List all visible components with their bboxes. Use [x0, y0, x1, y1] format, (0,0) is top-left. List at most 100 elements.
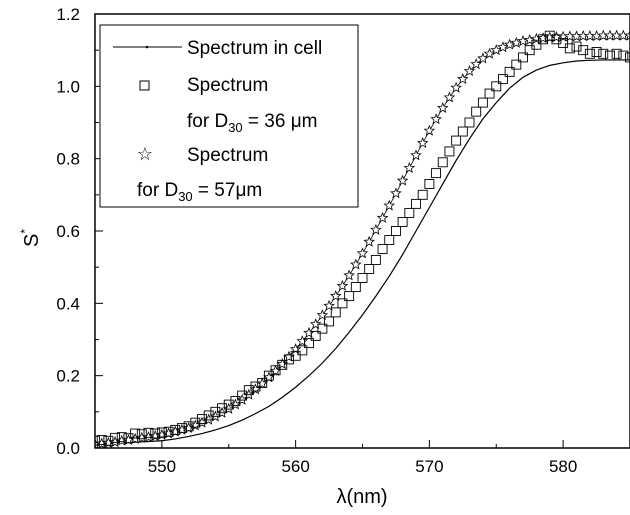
series-d30-36-point — [230, 396, 241, 406]
y-axis-label: S — [21, 234, 43, 247]
series-d30-57-point — [182, 422, 195, 434]
series-d30-36-point — [357, 273, 368, 283]
series-d30-36-point — [163, 426, 174, 437]
series-d30-36-point — [170, 424, 181, 435]
series-d30-57-point — [470, 58, 482, 70]
legend-square-icon — [139, 80, 150, 91]
series-d30-36-point — [103, 435, 114, 446]
series-d30-36-point — [477, 97, 488, 108]
series-d30-57-point — [490, 44, 503, 56]
series-d30-36-point — [511, 59, 522, 70]
series-d30-36-point — [337, 298, 348, 309]
series-d30-36-point — [183, 421, 194, 432]
series-d30-36-point — [584, 48, 595, 59]
legend-item-3-label: Spectrum — [187, 145, 268, 166]
series-d30-57-point — [410, 149, 422, 161]
series-d30-57-point — [149, 429, 161, 441]
series-d30-57-point — [430, 113, 442, 125]
y-tick-label: 0.0 — [56, 439, 80, 458]
y-tick-label: 0.2 — [56, 367, 80, 386]
series-d30-36-point — [551, 34, 562, 45]
y-tick-label: 0.4 — [56, 294, 80, 313]
series-d30-36-point — [404, 207, 415, 218]
series-d30-36-point — [210, 406, 221, 417]
series-d30-36-point — [176, 423, 187, 434]
series-d30-57-point — [350, 258, 362, 270]
series-d30-36-point — [257, 377, 268, 388]
legend-item-1-label: Spectrum in cell — [187, 38, 322, 59]
legend-item-2-sublabel: for D30 = 36 μm — [187, 111, 318, 135]
series-d30-36-point — [417, 189, 428, 200]
series-d30-36-point — [397, 217, 408, 227]
series-d30-36-point — [598, 48, 609, 59]
legend-item-3-sublabel: for D30 = 57μm — [137, 180, 262, 204]
series-d30-57-point — [222, 402, 235, 414]
series-d30-36-point — [424, 179, 435, 189]
series-d30-57-point — [403, 161, 416, 173]
x-tick-label: 560 — [281, 457, 309, 476]
series-d30-57-point — [497, 41, 509, 53]
series-d30-36-point — [130, 428, 141, 439]
series-d30-57-point — [370, 223, 382, 235]
legend-box — [99, 24, 359, 208]
series-d30-36-point — [116, 432, 127, 443]
series-d30-36-point — [558, 37, 569, 48]
series-d30-36-point — [344, 291, 355, 302]
series-d30-36-point — [110, 432, 121, 443]
series-spectrum-in-cell-line — [95, 59, 630, 445]
series-d30-57-point — [142, 431, 155, 443]
axes-layer: 550 560 570 580 0.0 0.2 0.4 0.6 0.8 1.0 1.2 — [56, 5, 630, 476]
series-d30-36-point — [377, 244, 388, 255]
series-d30-57-point — [443, 91, 456, 103]
series-d30-36-point — [330, 307, 341, 318]
series-d30-36-point — [564, 43, 575, 54]
y-tick-label: 0.6 — [56, 222, 80, 241]
series-d30-57-point — [423, 124, 436, 136]
series-d30-36-point — [237, 390, 248, 401]
series-d30-36-point — [190, 417, 201, 428]
series-d30-36-point — [217, 403, 228, 414]
series-d30-36-point — [156, 427, 167, 438]
series-d30-36-point — [578, 45, 589, 56]
x-tick-label: 580 — [549, 457, 577, 476]
series-d30-36-point — [317, 323, 328, 334]
series-d30-36-point — [143, 427, 154, 438]
series-d30-36-point — [297, 345, 308, 356]
y-tick-label: 0.8 — [56, 150, 80, 169]
series-d30-57-point — [336, 279, 349, 291]
series-d30-36-point — [497, 74, 508, 85]
series-d30-57-point — [463, 65, 476, 77]
series-d30-36-point — [96, 435, 107, 445]
series-d30-36-point — [444, 146, 455, 157]
series-d30-36-point — [484, 88, 495, 99]
series-d30-57-point — [196, 416, 208, 428]
series-d30-57-point — [356, 247, 369, 259]
series-d30-36-point — [277, 359, 288, 370]
series-d30-36-point — [531, 39, 542, 50]
series-d30-57-point — [383, 199, 396, 211]
series-d30-36-point — [411, 198, 421, 209]
y-tick-label: 1.2 — [56, 5, 80, 24]
series-d30-36-point — [457, 126, 468, 137]
series-d30-57-point — [276, 358, 289, 370]
legend-star-icon: ☆ — [137, 144, 153, 164]
series-d30-36-point — [364, 264, 375, 274]
series-d30-36-point — [518, 52, 528, 63]
series-d30-57-point — [483, 47, 496, 59]
series-d30-57-point — [530, 32, 543, 44]
series-d30-36-point — [464, 117, 475, 128]
series-d30-57-point — [95, 437, 108, 448]
legend: Spectrum in cell Spectrum for D30 = 36 μ… — [99, 24, 359, 208]
y-axis-label-superscript: * — [18, 229, 32, 234]
y-tick-label: 1.0 — [56, 77, 80, 96]
series-d30-57-point — [329, 290, 342, 302]
series-d30-36-point — [250, 381, 261, 392]
series-d30-36-point — [310, 330, 321, 341]
series-d30-36-point — [618, 50, 629, 61]
series-d30-36-point — [223, 399, 234, 410]
series-d30-36-point — [290, 350, 301, 361]
series-d30-36-point — [304, 338, 314, 349]
series-d30-36-point — [263, 370, 274, 381]
x-tick-label: 570 — [415, 457, 443, 476]
series-d30-36-point — [95, 435, 100, 446]
